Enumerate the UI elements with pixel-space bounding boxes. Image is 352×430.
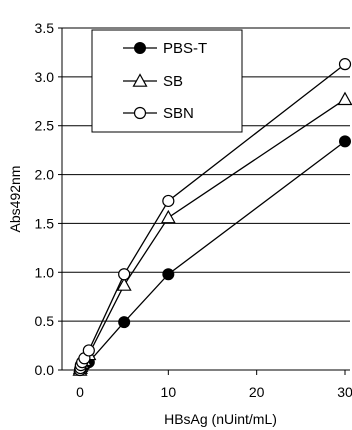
series-line [79,140,346,371]
data-point [339,135,351,148]
legend-item: SB [123,73,183,90]
legend-marker [132,73,148,87]
y-tick-label: 3.5 [35,20,55,36]
series-line [79,98,346,371]
series-sbn [73,58,352,377]
legend-marker [133,106,147,120]
y-tick-label: 2.5 [35,118,55,134]
data-point [160,209,176,224]
data-point [82,344,95,357]
data-point [162,194,175,208]
legend-label: SB [163,73,183,90]
x-axis-label: HBsAg (nUint/mL) [164,411,277,427]
data-point [116,277,132,291]
data-point [338,58,352,71]
data-point [118,268,131,281]
data-point [337,91,352,106]
x-tick-label: 0 [76,384,84,400]
legend-label: SBN [163,105,194,122]
y-tick-label: 2.0 [35,167,55,183]
axes [61,28,350,371]
data-point [118,316,131,329]
x-tick-label: 20 [249,384,265,400]
x-axis-ticks: 0 10 20 30 [76,370,352,400]
legend-item: SBN [123,105,194,122]
y-tick-label: 1.5 [35,215,55,231]
series-pbs-t [74,135,351,376]
y-tick-label: 3.0 [35,69,55,85]
series-group [72,58,352,377]
x-tick-label: 10 [161,384,177,400]
legend-item: PBS-T [123,40,207,57]
legend-label: PBS-T [163,40,207,57]
legend-marker [134,42,146,54]
y-axis-label: Abs492nm [7,166,23,233]
legend: PBS-T SB SBN [91,29,243,133]
x-tick-label: 30 [337,384,352,400]
y-tick-label: 0.5 [35,313,55,329]
legend-box [91,29,243,133]
y-axis-ticks: 0.0 0.5 1.0 1.5 2.0 2.5 3.0 3.5 [35,20,62,378]
data-point [162,268,175,281]
y-tick-label: 0.0 [35,362,55,378]
y-tick-label: 1.0 [35,264,55,280]
